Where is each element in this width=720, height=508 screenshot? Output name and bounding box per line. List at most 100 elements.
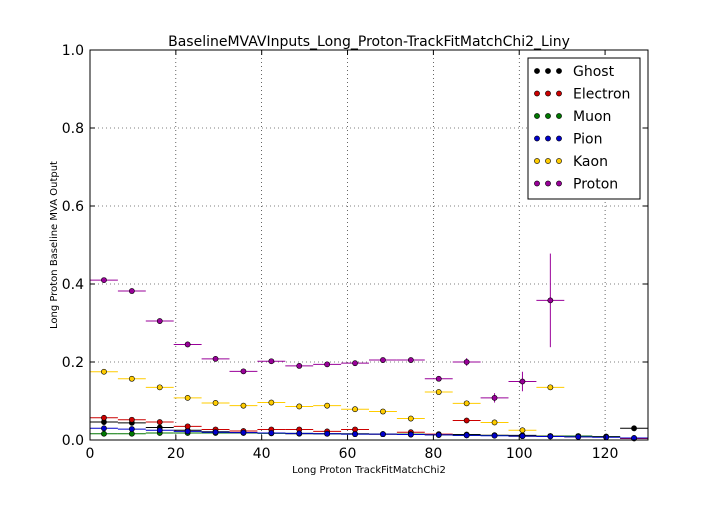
data-point (352, 431, 358, 438)
legend-entry-proton: Proton (534, 177, 618, 193)
data-point (101, 414, 107, 421)
data-point (268, 358, 275, 365)
y-tick-label: 1.0 (62, 43, 84, 59)
data-point (631, 435, 637, 441)
data-point (324, 430, 331, 437)
data-point (435, 375, 442, 382)
data-point (519, 427, 526, 434)
data-point (128, 375, 135, 382)
x-tick-label: 20 (167, 446, 185, 462)
legend-marker (556, 135, 562, 142)
legend-marker (545, 135, 551, 142)
data-point (491, 394, 498, 401)
data-point (128, 416, 135, 423)
data-point (352, 406, 358, 413)
legend-entry-electron: Electron (534, 87, 630, 103)
legend-entry-pion: Pion (534, 132, 602, 148)
x-tick-label: 60 (339, 446, 357, 462)
data-point (631, 425, 637, 432)
data-point (240, 429, 247, 436)
legend-entry-kaon: Kaon (534, 154, 608, 170)
legend-label: Proton (573, 177, 618, 193)
x-tick-label: 0 (86, 446, 95, 462)
data-point (184, 428, 191, 435)
data-point (491, 419, 498, 426)
data-point (435, 432, 442, 438)
data-point (268, 430, 275, 436)
data-point (240, 402, 247, 409)
data-markers (90, 253, 648, 442)
data-point (491, 432, 498, 439)
data-point (212, 429, 219, 436)
y-tick-label: 0.8 (62, 121, 84, 137)
data-point (547, 433, 554, 440)
y-tick-label: 0.6 (62, 199, 84, 215)
data-point (463, 359, 470, 365)
data-point (128, 426, 135, 432)
data-point (128, 288, 135, 294)
legend-label: Kaon (573, 154, 608, 170)
data-point (240, 368, 247, 375)
data-point (324, 361, 331, 368)
data-point (547, 384, 554, 391)
legend-marker (556, 68, 562, 74)
chart-title: BaselineMVAVInputs_Long_Proton-TrackFitM… (168, 34, 570, 50)
legend-marker (545, 158, 551, 164)
data-point (519, 378, 526, 385)
data-point (380, 408, 386, 415)
data-point (101, 430, 107, 437)
legend-label: Muon (573, 109, 611, 125)
x-tick-label: 40 (253, 446, 271, 462)
plot-frame (89, 49, 649, 441)
data-point (184, 394, 191, 401)
data-point (212, 355, 219, 362)
legend-entry-ghost: Ghost (534, 64, 615, 80)
data-point (603, 434, 610, 441)
legend-marker (556, 158, 562, 164)
y-tick-label: 0.2 (62, 355, 84, 371)
data-point (324, 402, 331, 409)
data-point (380, 357, 386, 363)
data-point (463, 432, 470, 439)
data-point (268, 399, 275, 406)
legend-label: Pion (573, 132, 602, 148)
legend-marker (534, 90, 540, 97)
legend-marker (556, 113, 562, 119)
data-point (463, 400, 470, 407)
series-kaon (90, 368, 565, 434)
data-point (380, 431, 386, 438)
axis-ticks: 0 20 40 60 80 100 120 0.0 0.2 0.4 0.6 0.8 1.0 (62, 43, 648, 462)
data-point (296, 403, 303, 410)
x-tick-label: 100 (506, 446, 533, 462)
data-point (156, 384, 163, 391)
legend-marker (534, 180, 540, 187)
x-tick-label: 120 (592, 446, 619, 462)
legend-marker (534, 113, 540, 119)
legend-frame (527, 57, 641, 200)
data-point (407, 415, 414, 422)
legend-marker (534, 68, 540, 74)
legend-marker (534, 135, 540, 142)
y-tick-label: 0.0 (62, 433, 84, 449)
data-point (407, 357, 414, 363)
legend-marker (556, 180, 562, 187)
data-point (101, 425, 107, 432)
legend: Ghost Electron Muon Pion Kaon Proton (527, 57, 641, 200)
data-point (156, 419, 163, 425)
data-point (296, 430, 303, 437)
legend-entry-muon: Muon (534, 109, 611, 125)
data-point (212, 400, 219, 406)
legend-marker (545, 180, 551, 187)
data-point (575, 433, 582, 440)
series-proton (90, 253, 565, 403)
x-axis-label: Long Proton TrackFitMatchChi2 (292, 465, 446, 476)
data-point (463, 417, 470, 424)
data-point (407, 431, 414, 438)
legend-marker (534, 158, 540, 164)
legend-label: Ghost (573, 64, 615, 80)
data-point (184, 423, 191, 430)
data-point (547, 297, 554, 304)
legend-marker (545, 113, 551, 119)
